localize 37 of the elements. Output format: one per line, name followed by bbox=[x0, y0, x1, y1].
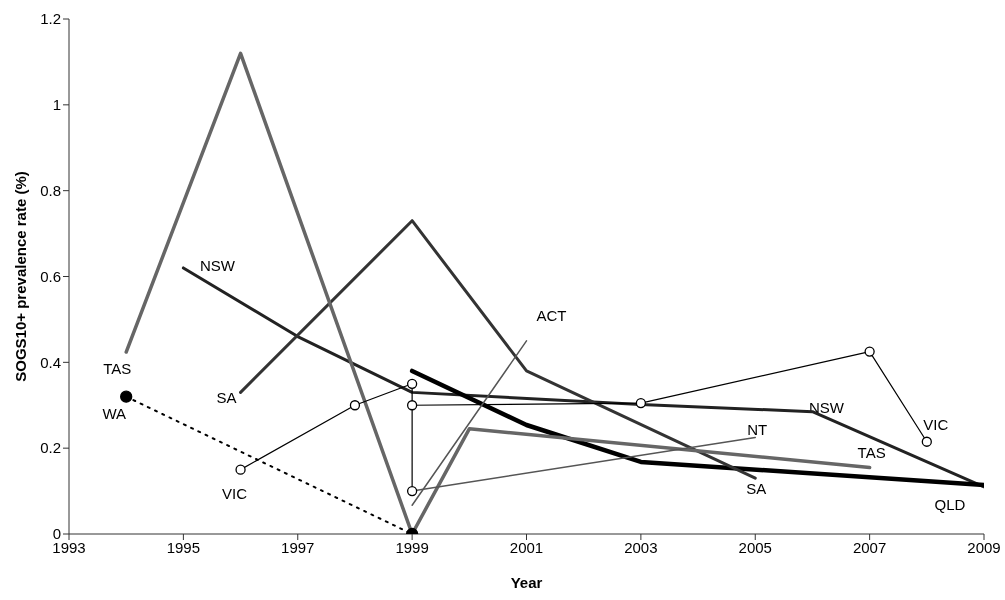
text: SA bbox=[216, 388, 237, 406]
x-tick-label: 2009 bbox=[967, 538, 1001, 556]
series-label: TAS bbox=[857, 443, 886, 461]
y-tick-label: 0.8 bbox=[40, 181, 61, 199]
x-tick-label: 2003 bbox=[624, 538, 658, 556]
x-tick-label: 1995 bbox=[166, 538, 201, 556]
point bbox=[864, 346, 875, 357]
y-tick-label: 0.4 bbox=[40, 353, 61, 371]
series-label: NSW bbox=[199, 257, 236, 275]
point bbox=[120, 390, 133, 403]
series-label: WA bbox=[102, 405, 126, 423]
series-label: ACT bbox=[536, 307, 567, 325]
series-label: NT bbox=[747, 420, 768, 438]
y-tick-label: 0.2 bbox=[40, 439, 61, 457]
text: NSW bbox=[808, 399, 844, 417]
series-label: SA bbox=[746, 479, 767, 497]
y-axis-title: SOGS10+ prevalence rate (%) bbox=[11, 171, 29, 382]
series-label: QLD bbox=[934, 495, 966, 513]
point bbox=[235, 464, 246, 475]
point bbox=[406, 485, 418, 497]
x-tick-label: 2005 bbox=[738, 538, 772, 556]
y-tick-label: 0.6 bbox=[40, 267, 61, 285]
x-tick-label: 2001 bbox=[509, 538, 544, 556]
text: VIC bbox=[222, 485, 248, 503]
x-tick-label: 1999 bbox=[395, 538, 429, 556]
y-tick-label: 1 bbox=[52, 96, 61, 114]
point bbox=[921, 436, 932, 447]
y-tick-label: 1.2 bbox=[40, 10, 61, 28]
point bbox=[406, 378, 418, 389]
series-label: VIC bbox=[923, 416, 949, 434]
point bbox=[635, 397, 647, 409]
point bbox=[349, 400, 361, 411]
x-tick-label: 1997 bbox=[281, 538, 315, 556]
x-axis-title: Year bbox=[510, 574, 543, 591]
text: TAS bbox=[103, 359, 132, 377]
point bbox=[406, 400, 418, 411]
x-tick-label: 2007 bbox=[852, 538, 887, 556]
